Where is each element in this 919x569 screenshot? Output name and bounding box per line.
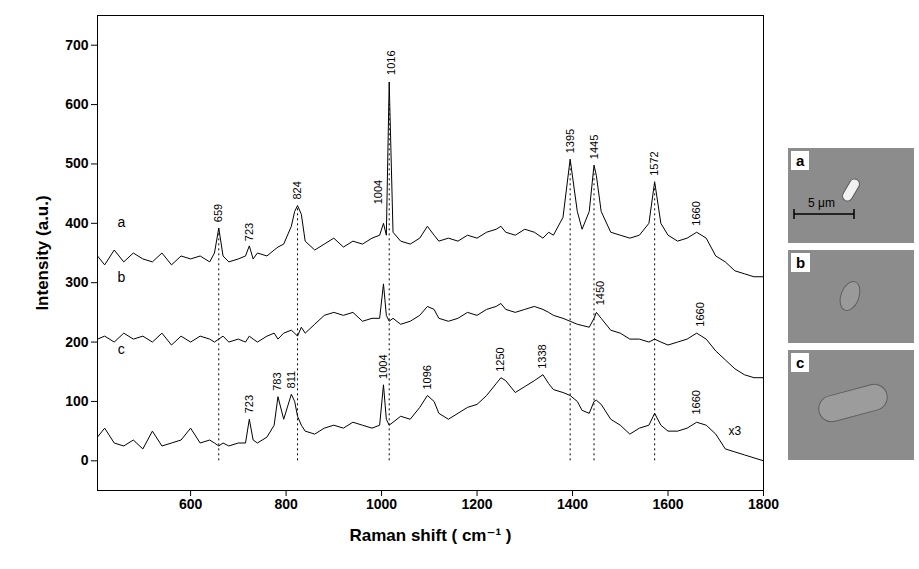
svg-text:300: 300 bbox=[65, 274, 89, 290]
svg-text:1800: 1800 bbox=[748, 496, 779, 512]
svg-text:a: a bbox=[117, 214, 125, 230]
svg-text:1004: 1004 bbox=[372, 180, 384, 204]
svg-text:800: 800 bbox=[274, 496, 298, 512]
svg-text:1338: 1338 bbox=[536, 344, 548, 368]
svg-text:b: b bbox=[117, 269, 125, 285]
svg-text:1000: 1000 bbox=[366, 496, 397, 512]
svg-text:723: 723 bbox=[243, 395, 255, 413]
svg-text:700: 700 bbox=[65, 37, 89, 53]
svg-text:1450: 1450 bbox=[594, 281, 606, 305]
html-text:b: b bbox=[796, 254, 806, 271]
svg-text:659: 659 bbox=[212, 204, 224, 222]
svg-text:1096: 1096 bbox=[421, 365, 433, 389]
svg-text:1660: 1660 bbox=[690, 390, 702, 414]
svg-text:1400: 1400 bbox=[557, 496, 588, 512]
html-text:5 μm: 5 μm bbox=[808, 196, 835, 210]
svg-text:723: 723 bbox=[243, 223, 255, 241]
svg-text:811: 811 bbox=[285, 371, 297, 389]
svg-text:c: c bbox=[118, 341, 125, 357]
svg-text:824: 824 bbox=[291, 181, 303, 199]
html-text:c: c bbox=[796, 354, 805, 371]
svg-text:1600: 1600 bbox=[652, 496, 683, 512]
svg-text:0: 0 bbox=[81, 452, 89, 468]
svg-text:1572: 1572 bbox=[648, 151, 660, 175]
svg-text:1250: 1250 bbox=[494, 347, 506, 371]
svg-text:Raman shift ( cm⁻¹ ): Raman shift ( cm⁻¹ ) bbox=[350, 526, 512, 545]
svg-text:1660: 1660 bbox=[694, 302, 706, 326]
svg-text:1016: 1016 bbox=[385, 50, 397, 74]
svg-text:600: 600 bbox=[65, 96, 89, 112]
svg-text:Intensity (a.u.): Intensity (a.u.) bbox=[33, 195, 52, 310]
svg-text:1445: 1445 bbox=[588, 135, 600, 159]
svg-text:1660: 1660 bbox=[690, 201, 702, 225]
svg-text:x3: x3 bbox=[729, 424, 742, 438]
svg-text:400: 400 bbox=[65, 215, 89, 231]
svg-text:200: 200 bbox=[65, 334, 89, 350]
html-text:a: a bbox=[796, 152, 805, 169]
svg-text:600: 600 bbox=[179, 496, 203, 512]
svg-text:1200: 1200 bbox=[461, 496, 492, 512]
svg-text:1395: 1395 bbox=[564, 129, 576, 153]
svg-text:100: 100 bbox=[65, 393, 89, 409]
svg-text:1004: 1004 bbox=[377, 354, 389, 378]
svg-text:783: 783 bbox=[271, 372, 283, 390]
svg-text:500: 500 bbox=[65, 155, 89, 171]
